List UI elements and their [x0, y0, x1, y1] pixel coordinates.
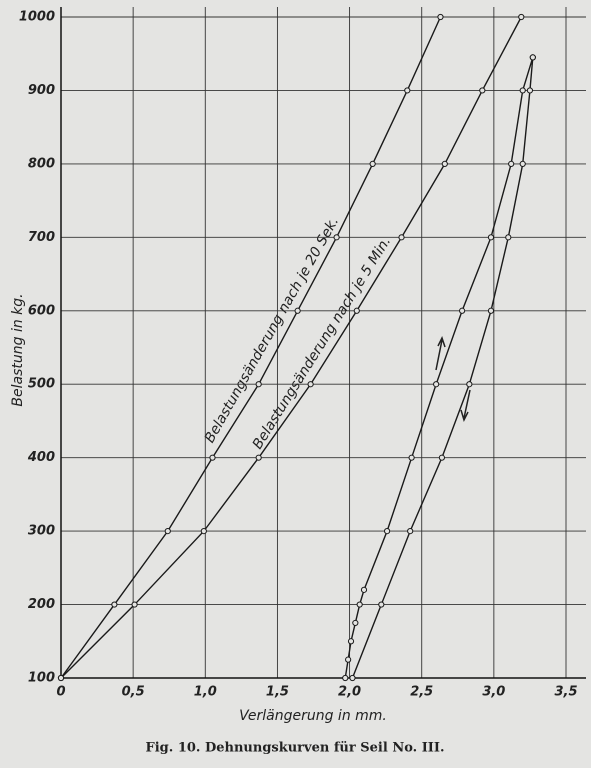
- data-point: [407, 528, 414, 535]
- data-point: [487, 234, 495, 241]
- y-tick-label: 200: [28, 597, 55, 612]
- curve: [351, 57, 534, 679]
- data-point: [131, 601, 138, 608]
- data-point: [111, 601, 118, 608]
- data-point: [307, 381, 314, 388]
- x-tick-label: 1,0: [194, 685, 217, 700]
- x-axis-label: Verlängerung in mm.: [239, 708, 387, 724]
- data-point: [356, 601, 363, 608]
- data-point: [352, 619, 359, 627]
- y-tick-label: 1000: [19, 10, 55, 25]
- x-tick-label: 2,5: [410, 685, 433, 700]
- data-point: [57, 674, 65, 682]
- y-tick-label: 500: [28, 377, 55, 392]
- y-tick-label: 700: [28, 230, 55, 245]
- data-point: [441, 160, 448, 167]
- y-tick-label: 600: [28, 303, 55, 318]
- data-point: [333, 234, 340, 241]
- x-tick-label: 0: [56, 685, 65, 700]
- curve: [344, 57, 534, 679]
- arrow-up: [435, 336, 446, 371]
- y-tick-label: 400: [27, 450, 55, 465]
- data-point: [360, 586, 368, 593]
- y-tick-label: 300: [28, 524, 55, 539]
- x-tick-label: 2,0: [338, 685, 361, 700]
- data-point: [505, 234, 512, 241]
- data-point: [164, 528, 171, 535]
- curve: [60, 16, 522, 679]
- data-point: [459, 307, 466, 314]
- x-tick-label: 3,5: [554, 685, 577, 700]
- caption: Fig. 10. Dehnungskurven für Seil No. III…: [146, 741, 445, 756]
- y-tick-label: 900: [28, 83, 55, 98]
- y-axis-label: Belastung in kg.: [10, 293, 26, 406]
- data-point: [398, 234, 405, 241]
- data-point: [294, 307, 301, 314]
- x-tick-label: 0,5: [122, 685, 145, 700]
- data-point: [519, 87, 526, 94]
- curve: [60, 16, 442, 679]
- y-tick-label: 100: [28, 671, 55, 686]
- data-point: [353, 307, 360, 314]
- data-point: [342, 674, 349, 682]
- data-point: [345, 656, 352, 663]
- data-point: [378, 601, 385, 608]
- y-tick-label: 800: [28, 156, 55, 171]
- data-point: [438, 454, 446, 461]
- data-point: [519, 160, 526, 167]
- data-point: [255, 381, 262, 388]
- x-tick-label: 1,5: [266, 685, 289, 700]
- data-point: [526, 87, 534, 94]
- data-point: [529, 54, 536, 61]
- data-point: [487, 307, 495, 314]
- data-point: [508, 160, 515, 167]
- data-point: [255, 454, 262, 461]
- data-point: [404, 87, 411, 94]
- data-point: [433, 381, 440, 388]
- data-point: [369, 160, 376, 167]
- x-tick-label: 3,0: [482, 685, 505, 700]
- data-point: [408, 454, 415, 461]
- data-point: [479, 87, 486, 94]
- data-point: [518, 13, 525, 21]
- data-point: [349, 674, 356, 682]
- data-point: [383, 528, 391, 535]
- data-point: [347, 638, 355, 645]
- data-point: [200, 528, 207, 535]
- arrow-down: [460, 389, 471, 423]
- data-point: [209, 454, 216, 461]
- data-point: [437, 13, 444, 21]
- data-point: [466, 381, 473, 388]
